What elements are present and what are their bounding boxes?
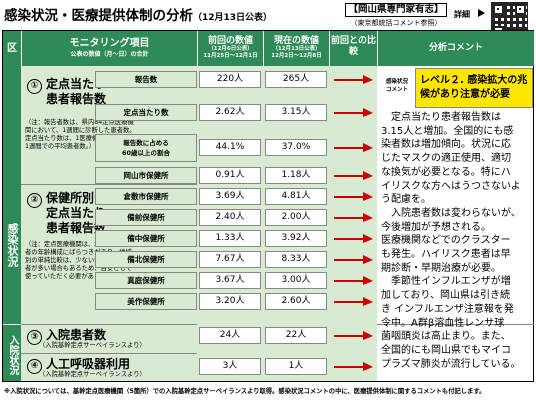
item-1-note: （注：報告者数は、県内84定点医療機関において、1週間に診断した患者数。定点当た… xyxy=(25,119,137,150)
value-prev: 0.91人 xyxy=(199,167,261,184)
value-prev: 2.62人 xyxy=(199,104,261,121)
source-box: 【岡山県専門家有志】 xyxy=(345,3,447,17)
footnote: ※入院状況については、基幹定点医療機関（5箇所）での入院基幹定点サーベイランスよ… xyxy=(4,388,486,395)
source-subtext: （東京都統括コメント参照） xyxy=(350,19,442,27)
value-curr: 265人 xyxy=(265,71,327,88)
value-prev: 3.67人 xyxy=(199,272,261,289)
trend-arrow-icon xyxy=(334,362,373,371)
value-curr: 3.92人 xyxy=(265,230,327,247)
hosp-label: 真庭保健所 xyxy=(95,272,197,289)
row-label: 定点当たり数 xyxy=(95,104,197,121)
col-prev: 前回の数値 （12月6日公表） 11月25日～12月1日 xyxy=(197,31,263,66)
value-curr: 3.00人 xyxy=(265,272,327,289)
trend-arrow-icon xyxy=(334,143,373,152)
value-curr: 37.0% xyxy=(265,139,327,156)
analysis-comment: 定点当たり患者報告数は 3.15人と増加。全国的にも感 染者数は増加傾向。状況に… xyxy=(381,112,521,370)
value-prev: 7.67人 xyxy=(199,251,261,268)
item-1: ① 定点当たり 患者報告数 xyxy=(27,77,106,107)
col-compare: 前回との比較 xyxy=(329,31,377,66)
level-tag: 感染状況 コメント xyxy=(385,79,408,93)
analysis-table: 区分 モニタリング項目 公表の数値（月～日）の合計 前回の数値 （12月6日公表… xyxy=(2,30,534,382)
value-prev: 3.69人 xyxy=(199,188,261,205)
value-curr: 2.60人 xyxy=(265,293,327,310)
hosp-label: 備北保健所 xyxy=(95,251,197,268)
item-3-note: （入院基幹定点サーベイランスより） xyxy=(39,342,146,349)
trend-arrow-icon xyxy=(334,255,373,264)
value-curr: 1人 xyxy=(265,358,327,375)
value-prev: 3.20人 xyxy=(199,293,261,310)
value-curr: 8.33人 xyxy=(265,251,327,268)
trend-arrow-icon xyxy=(334,108,373,117)
hosp-label: 岡山市保健所 xyxy=(95,167,197,184)
trend-arrow-icon xyxy=(334,234,373,243)
section-infection: 感染状況 xyxy=(3,66,21,324)
page-title: 感染状況・医療提供体制の分析（12月13日公表） xyxy=(4,8,273,24)
trend-arrow-icon xyxy=(334,75,373,84)
trend-arrow-icon xyxy=(334,331,373,340)
trend-arrow-icon xyxy=(334,171,373,180)
value-prev: 24人 xyxy=(199,327,261,344)
level-badge: レベル２. 感染拡大の兆 候があり注意が必要 xyxy=(415,68,533,108)
section-medical: 入院状況 xyxy=(3,324,21,381)
hosp-label: 美作保健所 xyxy=(95,293,197,310)
trend-arrow-icon xyxy=(334,297,373,306)
col-monitoring: モニタリング項目 公表の数値（月～日）の合計 xyxy=(21,31,197,66)
value-curr: 3.15人 xyxy=(265,104,327,121)
value-curr: 1.18人 xyxy=(265,167,327,184)
col-category: 区分 xyxy=(3,31,21,89)
item-4: ④ 人工呼吸器利用 xyxy=(27,355,130,374)
col-analysis: 分析コメント xyxy=(377,31,534,66)
hosp-label: 備前保健所 xyxy=(95,209,197,226)
col-curr: 現在の数値 （12月13日公表） 12月2日～12月8日 xyxy=(263,31,329,66)
trend-arrow-icon xyxy=(334,213,373,222)
hosp-label: 倉敷市保健所 xyxy=(95,188,197,205)
trend-arrow-icon xyxy=(334,192,373,201)
detail-link[interactable]: 詳細 xyxy=(454,10,470,19)
value-curr: 22人 xyxy=(265,327,327,344)
trend-arrow-icon xyxy=(334,276,373,285)
value-curr: 4.81人 xyxy=(265,188,327,205)
value-curr: 2.00人 xyxy=(265,209,327,226)
value-prev: 2.40人 xyxy=(199,209,261,226)
value-prev: 44.1% xyxy=(199,139,261,156)
row-label: 報告数 xyxy=(95,71,197,88)
item-2-note: （注：定点医療機関は、地域により患者の年齢構成にばらつきがあり、地域別の単純比較… xyxy=(25,241,133,280)
value-prev: 3人 xyxy=(199,358,261,375)
value-prev: 1.33人 xyxy=(199,230,261,247)
value-prev: 220人 xyxy=(199,71,261,88)
detail-arrow-icon[interactable] xyxy=(478,9,485,17)
item-2: ② 保健所別 定点当たり 患者報告数 xyxy=(27,191,106,236)
hosp-label: 備中保健所 xyxy=(95,230,197,247)
item-4-note: （入院基幹定点サーベイランスより） xyxy=(39,371,146,378)
row-label: 報告数に占める 60歳以上の割合 xyxy=(95,134,197,162)
item-3: ③ 入院患者数 xyxy=(27,326,106,345)
